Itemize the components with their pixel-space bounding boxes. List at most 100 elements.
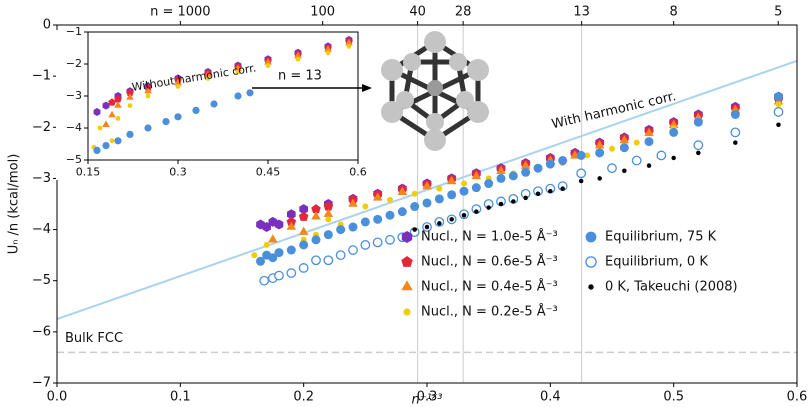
marker bbox=[102, 101, 110, 110]
marker bbox=[422, 198, 432, 208]
x-tick-label: 0.45 bbox=[256, 166, 281, 179]
marker bbox=[474, 209, 479, 214]
x-tick-label: 0.2 bbox=[293, 389, 314, 404]
marker bbox=[295, 56, 301, 62]
marker bbox=[145, 93, 151, 99]
marker bbox=[576, 150, 586, 160]
marker bbox=[385, 234, 395, 245]
marker bbox=[471, 183, 481, 193]
marker bbox=[523, 195, 528, 201]
marker bbox=[126, 93, 134, 100]
marker bbox=[776, 122, 781, 127]
series bbox=[412, 122, 781, 232]
marker bbox=[162, 118, 170, 126]
marker bbox=[644, 137, 654, 147]
marker bbox=[286, 268, 297, 278]
legend-marker bbox=[401, 256, 413, 267]
marker bbox=[535, 191, 541, 197]
marker bbox=[336, 225, 346, 235]
marker bbox=[114, 95, 122, 103]
marker bbox=[373, 214, 383, 224]
top-tick-label: 8 bbox=[670, 5, 678, 20]
y-tick-label: −5 bbox=[66, 153, 82, 166]
legend-marker bbox=[401, 231, 413, 243]
x-tick-label: 0.4 bbox=[540, 389, 561, 404]
marker bbox=[619, 135, 630, 144]
x-tick-label: 0.0 bbox=[47, 389, 68, 404]
legend-marker bbox=[588, 284, 594, 290]
marker bbox=[668, 119, 679, 128]
marker bbox=[204, 70, 212, 78]
marker bbox=[730, 110, 740, 119]
marker bbox=[325, 216, 332, 223]
marker bbox=[205, 76, 211, 81]
legend-label: 0 K, Takeuchi (2008) bbox=[605, 280, 738, 295]
top-tick-label: 100 bbox=[310, 5, 335, 20]
marker bbox=[311, 204, 321, 214]
marker bbox=[108, 110, 116, 118]
top-tick-label: 13 bbox=[573, 5, 590, 20]
legend-label: Equilibrium, 0 K bbox=[605, 255, 708, 270]
marker bbox=[622, 168, 627, 174]
marker bbox=[498, 201, 504, 207]
marker bbox=[348, 222, 358, 232]
legend-label: Equilibrium, 75 K bbox=[605, 230, 717, 245]
marker bbox=[246, 89, 254, 97]
marker bbox=[656, 150, 667, 161]
marker bbox=[496, 165, 506, 175]
main-plot: Bulk FCC With harmonic corr. 0.0 0.1 0.2 0.3 0… bbox=[7, 5, 808, 407]
marker bbox=[385, 210, 395, 220]
marker bbox=[609, 145, 615, 152]
marker bbox=[265, 63, 271, 68]
annotation: With harmonic corr. bbox=[550, 89, 677, 132]
marker bbox=[174, 113, 182, 121]
x-tick-label: 0.6 bbox=[349, 166, 367, 179]
marker bbox=[360, 217, 370, 227]
marker bbox=[496, 173, 506, 183]
marker bbox=[558, 156, 568, 166]
x-tick-label: 0.15 bbox=[76, 166, 101, 179]
marker bbox=[775, 101, 782, 108]
marker bbox=[631, 155, 642, 166]
marker bbox=[323, 201, 334, 211]
marker bbox=[298, 226, 309, 235]
annotation: n = 13 bbox=[278, 69, 322, 84]
marker bbox=[323, 208, 334, 217]
marker bbox=[560, 186, 565, 191]
marker bbox=[520, 160, 531, 169]
marker bbox=[348, 198, 358, 207]
top-tick-label: 5 bbox=[774, 5, 782, 20]
marker bbox=[97, 125, 103, 131]
marker bbox=[251, 252, 258, 259]
y-tick-label: 0 bbox=[43, 18, 51, 33]
marker bbox=[259, 275, 270, 286]
marker bbox=[325, 50, 331, 56]
marker bbox=[669, 127, 679, 137]
marker bbox=[471, 170, 482, 180]
marker bbox=[192, 106, 200, 114]
legend-marker bbox=[585, 256, 597, 268]
marker bbox=[264, 58, 272, 65]
marker bbox=[646, 163, 652, 168]
marker bbox=[372, 192, 383, 201]
marker bbox=[372, 237, 383, 248]
x-axis-label: n⁻¹ᐟ³ bbox=[411, 393, 442, 407]
marker bbox=[324, 45, 332, 52]
legend-marker bbox=[585, 231, 597, 243]
marker bbox=[115, 116, 121, 121]
series bbox=[102, 38, 353, 127]
bulk-label: Bulk FCC bbox=[65, 331, 123, 346]
marker bbox=[299, 240, 309, 250]
marker bbox=[693, 140, 704, 151]
y-axis-label: Uₙ /n (kcal/mol) bbox=[7, 154, 22, 255]
marker bbox=[619, 143, 629, 153]
marker bbox=[298, 263, 309, 273]
marker bbox=[437, 221, 442, 226]
marker bbox=[346, 44, 352, 49]
marker bbox=[287, 209, 296, 220]
marker bbox=[733, 140, 738, 145]
marker bbox=[311, 255, 321, 266]
y-tick-label: −3 bbox=[66, 89, 82, 102]
